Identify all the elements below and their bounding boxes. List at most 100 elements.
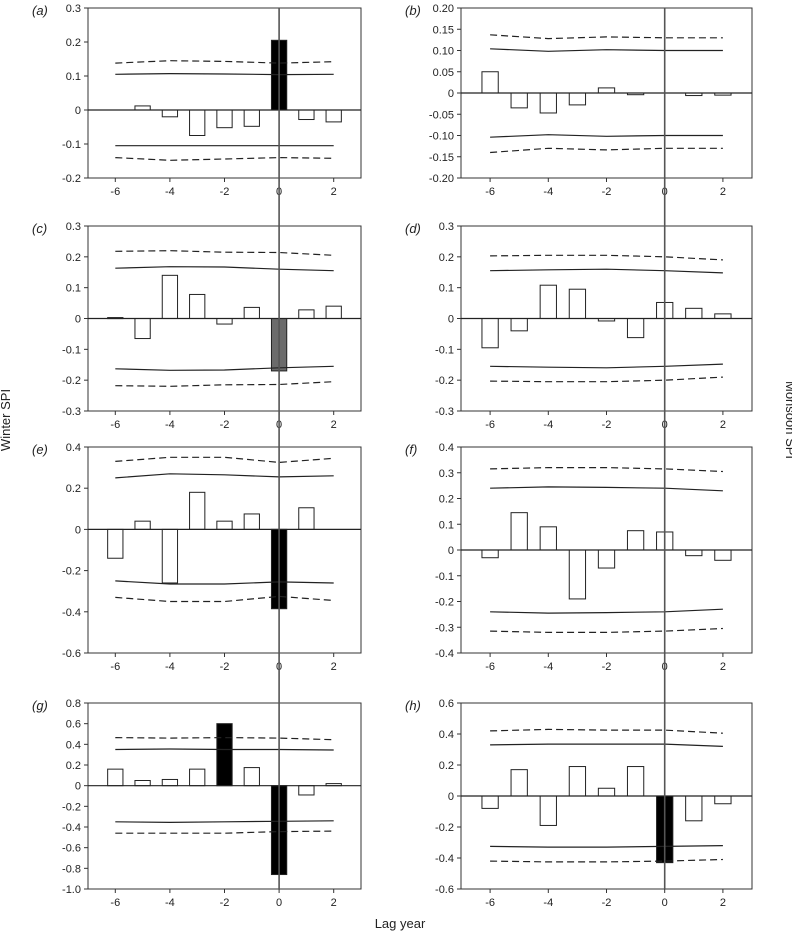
ci99-upper-line	[115, 456, 334, 464]
y-tick-label: 0.10	[433, 46, 454, 58]
x-tick-label: -6	[110, 661, 120, 673]
y-tick-label: -0.2	[435, 375, 454, 387]
y-tick-label: -0.10	[429, 131, 454, 143]
bar-lag--1	[243, 767, 260, 787]
bar-lag--4	[161, 274, 179, 320]
ci99-lower-line	[490, 376, 723, 383]
y-tick-label: 0.15	[433, 24, 454, 36]
y-tick-label: 0	[448, 545, 454, 557]
ci95-lower-line	[115, 580, 334, 585]
ci95-upper-line	[490, 268, 723, 274]
ci95-upper-line	[115, 748, 334, 751]
ci95-upper-line	[115, 266, 334, 272]
bar-lag--1	[626, 530, 645, 551]
x-tick-label: -2	[602, 897, 612, 909]
bar-lag--6	[481, 795, 499, 809]
monsoon-spi-label: Monsoon SPI	[783, 381, 792, 459]
bar-lag--1	[626, 766, 645, 797]
y-tick-label: -0.4	[435, 648, 454, 660]
y-tick-label: 0	[75, 524, 81, 536]
bar-lag--3	[568, 549, 587, 600]
ci95-upper-line	[115, 473, 334, 479]
bar-lag-1	[298, 309, 315, 320]
x-tick-label: -4	[543, 661, 553, 673]
y-tick-label: 0.2	[66, 483, 81, 495]
x-tick-label: -6	[485, 186, 495, 198]
plot-frame	[87, 7, 362, 179]
y-tick-label: 0.2	[66, 760, 81, 772]
x-tick-label: -4	[543, 897, 553, 909]
x-tick-label: 2	[331, 897, 337, 909]
ci99-upper-line	[115, 736, 334, 741]
x-tick-label: -2	[602, 186, 612, 198]
ci99-lower-line	[115, 156, 334, 161]
y-tick-label: -0.1	[62, 139, 81, 151]
panel-g: -1.0 -0.8 -0.6 -0.4 -0.2 0 0.2 0.4 0.6 0.8 -6 -4 -2 0…	[32, 698, 362, 909]
x-tick-label: 2	[720, 897, 726, 909]
y-tick-label: 0.4	[439, 442, 454, 454]
y-tick-label: -0.6	[62, 648, 81, 660]
panel-h: -0.6 -0.4 -0.2 0 0.2 0.4 0.6 -6 -4 -2 0 2 (h)	[405, 698, 753, 909]
y-tick-label: -0.1	[435, 571, 454, 583]
ci99-upper-line	[115, 60, 334, 64]
y-tick-label: 0.4	[439, 729, 454, 741]
x-tick-label: -2	[220, 419, 230, 431]
y-tick-label: 0	[448, 314, 454, 326]
y-tick-label: -0.2	[435, 597, 454, 609]
ci95-lower-line	[490, 363, 723, 369]
bar-lag-2	[714, 313, 732, 319]
bar-lag--5	[510, 769, 528, 797]
y-tick-label: -0.2	[435, 822, 454, 834]
bar-lag--6	[107, 528, 124, 559]
y-tick-label: -0.3	[435, 622, 454, 634]
y-tick-label: 0.1	[439, 519, 454, 531]
panel-d: -0.3-0.2-0.100.10.20.3-6-4-202(d)	[405, 221, 753, 431]
y-tick-label: -0.15	[429, 152, 454, 164]
bar-lag--3	[568, 288, 587, 320]
panel-label: (a)	[32, 3, 48, 18]
panels-group: -0.2-0.100.10.20.3-6-4-202(a)-0.20-0.15-…	[32, 3, 753, 909]
bar-lag--4	[539, 284, 557, 320]
y-tick-label: 0.2	[439, 760, 454, 772]
bar-lag--2	[597, 787, 616, 797]
ci95-upper-line	[115, 72, 334, 76]
bar-lag--3	[568, 766, 587, 797]
bar-lag--2	[216, 520, 233, 530]
ci95-lower-line	[490, 134, 723, 138]
y-tick-label: 0.1	[66, 283, 81, 295]
bar-lag--2	[216, 723, 233, 787]
ci99-lower-line	[115, 595, 334, 603]
x-tick-label: -4	[165, 419, 175, 431]
y-tick-label: 0.3	[439, 468, 454, 480]
x-tick-label: 0	[276, 897, 282, 909]
x-tick-label: -2	[220, 897, 230, 909]
ci95-upper-line	[490, 48, 723, 52]
bar-lag--5	[134, 780, 151, 787]
bar-lag--3	[189, 109, 206, 136]
panel-label: (c)	[32, 221, 47, 236]
y-tick-label: 0	[448, 88, 454, 100]
x-tick-label: -4	[165, 186, 175, 198]
x-tick-label: -6	[110, 897, 120, 909]
y-tick-label: 0.2	[66, 252, 81, 264]
bar-lag--6	[481, 71, 499, 94]
y-tick-label: -0.1	[62, 344, 81, 356]
x-tick-label: 2	[720, 419, 726, 431]
y-tick-label: -0.8	[62, 863, 81, 875]
bar-lag-1	[685, 549, 703, 557]
bar-lag-2	[714, 549, 732, 561]
y-tick-label: 0.05	[433, 67, 454, 79]
y-tick-label: -0.4	[62, 822, 81, 834]
bar-lag--4	[539, 795, 557, 826]
bar-lag--1	[243, 306, 260, 319]
y-tick-label: -0.2	[62, 375, 81, 387]
bar-lag--5	[134, 318, 151, 340]
bar-lag--3	[189, 491, 206, 530]
bar-lag--2	[216, 109, 233, 129]
bar-lag--5	[134, 105, 151, 111]
ci95-upper-line	[490, 486, 723, 492]
bar-lag--4	[161, 528, 179, 584]
y-tick-label: -0.6	[435, 884, 454, 896]
ci99-upper-line	[490, 254, 723, 261]
y-tick-label: 0.2	[439, 494, 454, 506]
